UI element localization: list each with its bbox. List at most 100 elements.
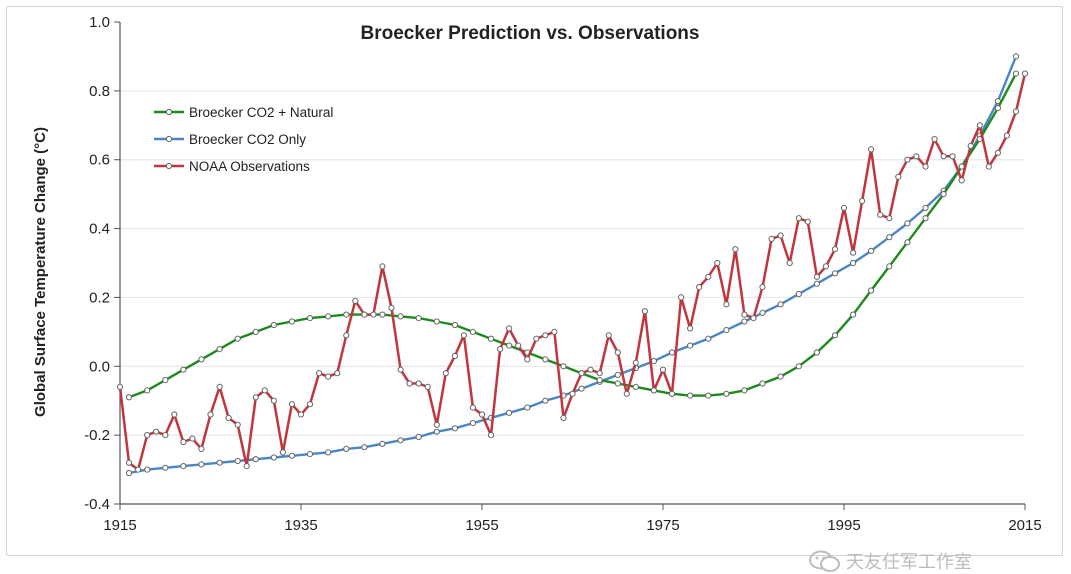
data-point	[379, 311, 386, 318]
data-point	[361, 311, 368, 318]
data-point	[596, 370, 603, 377]
data-point	[659, 366, 667, 373]
data-point	[551, 328, 558, 335]
y-tick-label: 1.0	[89, 14, 110, 31]
x-tick-label: 1955	[465, 517, 498, 534]
data-point	[831, 270, 839, 277]
data-point	[506, 342, 513, 349]
data-point	[135, 466, 142, 473]
data-point	[442, 370, 449, 377]
data-point	[641, 308, 649, 315]
data-point	[632, 359, 639, 366]
data-point	[180, 463, 187, 470]
data-point	[198, 461, 205, 468]
x-tick-label: 1975	[646, 517, 679, 534]
data-point	[460, 332, 467, 339]
x-tick-label: 1915	[103, 517, 136, 534]
data-point	[261, 387, 268, 394]
legend-item: Broecker CO2 + Natural	[154, 105, 333, 120]
data-point	[316, 370, 323, 377]
data-point	[451, 321, 458, 329]
data-point	[614, 371, 621, 378]
plot-area: -0.4 -0.2 0.0 0.2 0.4 0.6 0.8 1.0 1915 1935 1955 19…	[84, 14, 1042, 534]
series-noaa-observations	[116, 70, 1029, 473]
x-tick-label: 1995	[827, 517, 860, 534]
data-point	[795, 290, 802, 298]
data-point	[343, 311, 350, 318]
data-point	[306, 401, 314, 408]
data-point	[886, 234, 893, 241]
data-point	[678, 294, 685, 301]
data-point	[506, 325, 513, 332]
data-point	[270, 454, 277, 461]
data-point	[162, 432, 169, 439]
data-point	[506, 409, 513, 416]
data-point	[487, 432, 495, 439]
data-point	[234, 421, 241, 428]
data-point	[868, 287, 875, 294]
data-point	[424, 383, 431, 390]
data-point	[478, 411, 486, 418]
data-point	[723, 327, 730, 334]
data-point	[415, 433, 422, 440]
data-point	[252, 456, 259, 463]
data-point	[1003, 132, 1011, 139]
data-point	[904, 156, 911, 163]
data-point	[361, 444, 368, 451]
data-point	[705, 273, 712, 280]
data-point	[515, 342, 522, 349]
data-point	[813, 349, 821, 356]
data-point	[777, 232, 784, 239]
data-point	[750, 315, 757, 322]
data-point	[524, 356, 531, 363]
data-point	[352, 297, 359, 304]
data-point	[578, 385, 585, 392]
series-broecker-co2-natural	[125, 70, 1020, 401]
data-point	[1021, 70, 1029, 77]
data-point	[687, 392, 694, 399]
data-point	[433, 421, 440, 428]
data-point	[325, 373, 332, 380]
data-point	[533, 335, 540, 342]
data-point	[614, 349, 621, 356]
data-point	[940, 153, 947, 160]
data-point	[605, 332, 612, 339]
data-point	[180, 366, 187, 373]
data-point	[759, 309, 766, 316]
data-point	[542, 356, 549, 363]
x-tick-label: 2015	[1008, 517, 1041, 534]
data-point	[850, 249, 857, 256]
data-point	[325, 449, 332, 456]
y-tick-label: 0.8	[89, 83, 110, 100]
data-point	[922, 215, 929, 222]
data-point	[696, 284, 703, 291]
data-point	[741, 311, 748, 318]
data-point	[469, 328, 476, 335]
y-tick-label: 0.0	[89, 358, 110, 375]
data-point	[614, 380, 621, 387]
data-point	[198, 356, 205, 363]
legend-marker	[165, 162, 173, 170]
data-point	[994, 149, 1002, 156]
data-point	[859, 197, 866, 205]
data-point	[560, 363, 567, 370]
legend-item: Broecker CO2 Only	[154, 132, 306, 147]
data-point	[587, 366, 594, 373]
data-point	[714, 259, 721, 267]
y-tick-label: -0.2	[84, 427, 110, 444]
data-point	[433, 318, 440, 325]
legend-label: Broecker CO2 + Natural	[189, 105, 333, 120]
data-point	[162, 464, 169, 471]
data-point	[415, 315, 422, 322]
data-point	[868, 146, 875, 153]
series-line	[128, 73, 1018, 399]
data-point	[949, 153, 956, 160]
chart: Broecker Prediction vs. Observations Glo…	[32, 14, 1042, 534]
data-point	[270, 397, 277, 404]
x-tick-label: 1935	[284, 517, 317, 534]
data-point	[451, 425, 458, 432]
data-point	[777, 373, 784, 380]
data-point	[189, 435, 196, 442]
y-tick-label: 0.6	[89, 152, 110, 169]
data-point	[243, 463, 250, 470]
